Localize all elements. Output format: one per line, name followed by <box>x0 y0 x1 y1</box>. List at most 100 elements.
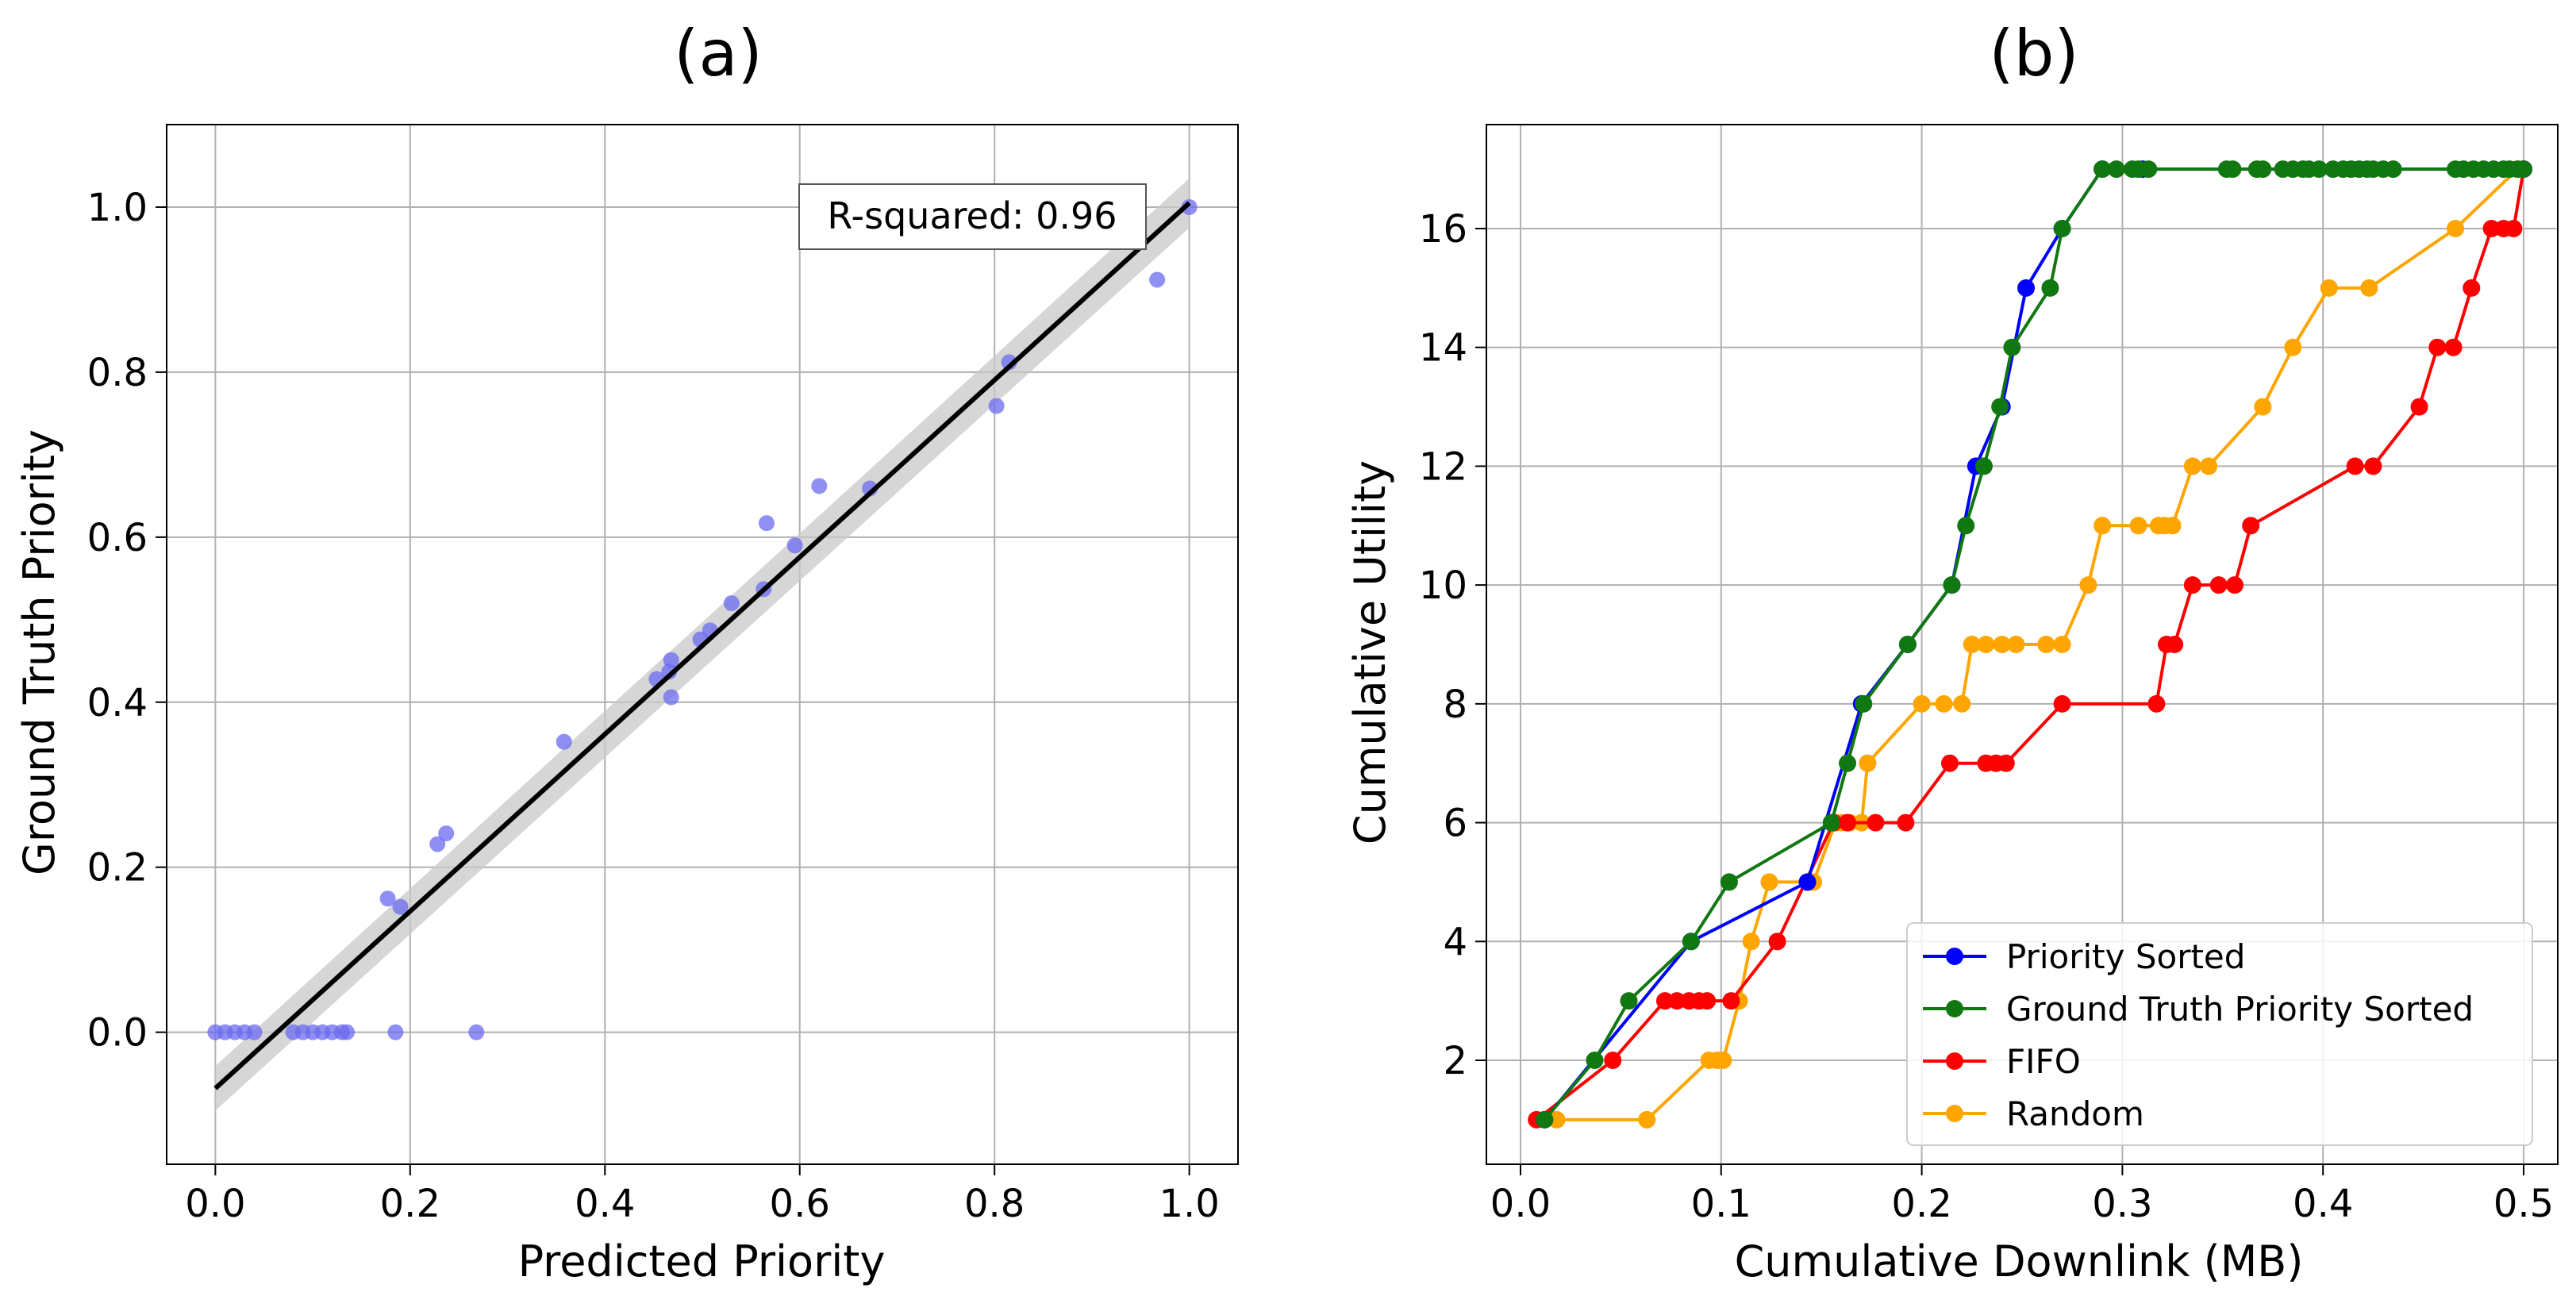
data-point <box>1993 636 2011 653</box>
scatter-point <box>392 898 409 915</box>
data-point <box>1898 636 1917 653</box>
legend-swatch-marker <box>1946 1052 1963 1070</box>
data-point <box>2242 517 2260 535</box>
data-point <box>2482 220 2501 237</box>
x-tick-label: 0.2 <box>1891 1182 1951 1226</box>
data-point <box>1839 813 1857 832</box>
data-point <box>1548 1110 1566 1129</box>
legend-label: Priority Sorted <box>2006 937 2245 976</box>
data-point <box>2037 636 2055 653</box>
data-point <box>1714 1052 1732 1069</box>
line-chart: 0.0 0.1 0.2 0.3 0.4 0.5 2 4 6 8 10 12 14 16 Priority … <box>1345 124 2559 1286</box>
data-point <box>2320 279 2338 297</box>
data-point <box>1991 398 2009 416</box>
y-tick-label: 0.8 <box>87 351 148 395</box>
legend-label: Ground Truth Priority Sorted <box>2006 990 2474 1029</box>
data-point <box>2053 220 2071 237</box>
data-point <box>2224 160 2242 179</box>
data-point <box>2225 576 2243 594</box>
data-point <box>1586 1052 1604 1069</box>
x-tick-label: 0.4 <box>575 1182 635 1226</box>
legend-swatch-marker <box>1946 1000 1963 1017</box>
data-point <box>2254 398 2272 416</box>
scatter-point <box>988 398 1005 414</box>
legend: Priority Sorted Ground Truth Priority Sor… <box>1906 922 2533 1146</box>
plot-frame <box>166 124 1239 1165</box>
scatter-point <box>556 733 572 750</box>
data-point <box>1760 873 1778 891</box>
data-point <box>1720 873 1738 891</box>
x-tick-label: 1.0 <box>1159 1182 1219 1226</box>
data-point <box>1997 754 2015 772</box>
data-point <box>1943 576 1961 594</box>
scatter-point <box>387 1024 404 1040</box>
series-fifo <box>1528 160 2533 1129</box>
data-point <box>1957 517 1975 535</box>
scatter-point <box>438 825 455 842</box>
x-tick-label: 0.0 <box>185 1182 245 1226</box>
scatter-point <box>1181 198 1198 215</box>
data-point <box>2041 279 2059 297</box>
data-point <box>2505 220 2523 237</box>
panel-b-label: (b) <box>1989 17 2078 90</box>
data-point <box>1536 1110 1554 1129</box>
y-tick-label: 0.4 <box>87 681 148 725</box>
legend-box <box>1906 922 2533 1146</box>
x-axis-label: Cumulative Downlink (MB) <box>1735 1236 2304 1286</box>
data-point <box>2140 160 2158 179</box>
data-point <box>2200 457 2218 475</box>
y-tick-label: 8 <box>1443 683 1467 727</box>
y-tick-label: 14 <box>1419 326 1467 371</box>
scatter-points <box>207 198 1198 1040</box>
scatter-point <box>663 689 679 706</box>
x-tick-label: 0.4 <box>2293 1182 2353 1226</box>
data-point <box>1859 754 1877 772</box>
data-point <box>1722 992 1740 1010</box>
series-lines <box>1528 160 2533 1129</box>
x-tick-label: 0.3 <box>2092 1182 2152 1226</box>
data-point <box>1638 1110 1656 1129</box>
annotation-box <box>798 183 1147 250</box>
data-point <box>2093 517 2112 535</box>
y-tick-label: 0.2 <box>87 846 148 890</box>
data-point <box>2444 338 2463 356</box>
scatter-point <box>429 836 446 852</box>
y-tick-label: 0.0 <box>87 1011 148 1056</box>
y-tick-label: 4 <box>1443 920 1467 964</box>
annotation-text: R-squared: 0.96 <box>827 194 1117 237</box>
data-point <box>1913 694 1931 713</box>
y-tick-label: 16 <box>1419 207 1467 252</box>
data-point <box>2053 636 2071 653</box>
scatter-point <box>723 595 740 612</box>
data-point <box>2360 279 2378 297</box>
data-point <box>2384 160 2402 179</box>
plot-frame <box>1486 124 2559 1165</box>
x-axis-label: Predicted Priority <box>518 1236 886 1286</box>
data-point <box>2310 160 2328 179</box>
data-point <box>1604 1052 1622 1069</box>
data-point <box>1768 933 1786 951</box>
panel-a-label: (a) <box>674 17 762 90</box>
legend-swatch-marker <box>1946 948 1963 965</box>
legend-swatch-marker <box>1946 1105 1963 1122</box>
data-point <box>1935 694 1953 713</box>
data-point <box>1682 933 1700 951</box>
grid-lines <box>167 125 1238 1164</box>
data-point <box>1940 754 1959 772</box>
data-point <box>2183 457 2201 475</box>
data-point <box>2463 279 2481 297</box>
axis-ticks: 0.0 0.1 0.2 0.3 0.4 0.5 2 4 6 8 10 12 14 16 <box>1419 207 2554 1226</box>
data-point <box>2163 517 2182 535</box>
y-tick-label: 10 <box>1419 563 1467 608</box>
data-point <box>2209 576 2228 594</box>
data-point <box>2147 694 2166 713</box>
series-ground-truth-priority-sorted <box>1536 160 2533 1129</box>
data-point <box>1977 636 1995 653</box>
data-point <box>2183 576 2201 594</box>
scatter-point <box>339 1024 356 1040</box>
data-point <box>1742 933 1760 951</box>
scatter-point <box>379 890 396 907</box>
data-point <box>2284 338 2302 356</box>
scatter-chart: 0.0 0.2 0.4 0.6 0.8 1.0 0.0 0.2 0.4 0.6 0.8 1.0 R-s… <box>14 124 1239 1286</box>
